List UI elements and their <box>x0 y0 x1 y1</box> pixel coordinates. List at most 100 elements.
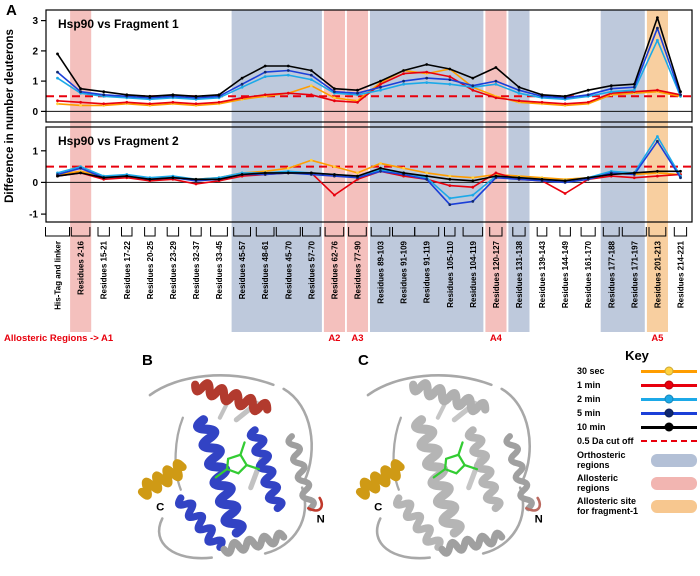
top-helix <box>191 379 272 416</box>
gold-helix <box>137 459 187 500</box>
data-point <box>333 90 336 94</box>
key-item-label: Orthosteric regions <box>577 450 626 471</box>
data-point <box>194 102 198 106</box>
panel-a-label: A <box>6 2 17 19</box>
n-terminus-label: N <box>317 514 325 526</box>
chart-frame <box>45 126 693 223</box>
data-point <box>263 64 267 68</box>
key-panel: Key 30 sec 1 min 2 min 5 min 10 min <box>577 348 697 519</box>
data-point <box>379 166 382 170</box>
data-point <box>56 70 59 74</box>
cutoff-dashed-line-marker <box>641 436 697 447</box>
data-point <box>56 174 59 178</box>
data-point <box>448 196 452 200</box>
peptide-label: Residues 177-188 <box>607 240 616 308</box>
data-point <box>471 185 475 189</box>
data-point <box>309 78 313 81</box>
peptide-bracket <box>673 227 688 237</box>
data-point <box>494 66 498 69</box>
peptide-bracket <box>580 227 596 237</box>
data-point <box>379 169 382 173</box>
data-point <box>102 93 106 97</box>
c-terminus-label: C <box>374 501 382 513</box>
protein-structure-colored: CN <box>137 374 325 560</box>
data-point <box>263 171 267 175</box>
peptide-label: Residues 105-110 <box>446 240 455 307</box>
peptide-label: Residues 131-138 <box>515 240 524 308</box>
peptide-bracket <box>210 227 228 237</box>
series-10-min <box>57 167 681 182</box>
key-item-1min: 1 min <box>577 380 697 391</box>
data-point <box>240 76 244 80</box>
data-point <box>402 72 405 75</box>
data-point <box>79 87 82 91</box>
peptide-bracket <box>462 227 484 237</box>
legend-dot <box>664 422 674 432</box>
y-axis-label: Difference in number deuterons <box>4 29 16 203</box>
peptide-bracket <box>70 227 91 237</box>
data-point <box>171 100 175 104</box>
ligand-stick <box>245 463 261 471</box>
data-point <box>286 91 290 95</box>
peptide-label: Residues 2-16 <box>77 240 86 294</box>
peptide-label: Residues 91-109 <box>400 240 409 303</box>
data-point <box>240 82 244 86</box>
data-point <box>333 165 336 169</box>
data-point <box>632 176 636 180</box>
peptide-label: Residues 33-45 <box>215 240 224 299</box>
data-point <box>379 162 382 165</box>
orthosteric-region-swatch <box>651 453 697 467</box>
peptide-label: Residues 15-21 <box>100 240 109 299</box>
key-item-fragment1-site: Allosteric site for fragment-1 <box>577 496 697 516</box>
data-point <box>494 82 498 86</box>
legend-dot <box>664 408 674 418</box>
allosteric-label-A4: A4 <box>490 333 503 344</box>
data-point <box>563 102 567 106</box>
data-point <box>263 93 267 97</box>
data-point <box>309 84 313 88</box>
data-point <box>563 94 567 98</box>
data-point <box>448 174 452 178</box>
chart-1: 0 1 2 3 Hsp90 vs Fragment 1 <box>32 9 693 123</box>
data-point <box>494 171 498 175</box>
y-tick-label: 1 <box>32 77 38 88</box>
data-point <box>125 174 129 178</box>
time-line-marker <box>641 394 697 405</box>
peptide-bracket <box>621 227 647 237</box>
data-point <box>425 177 429 181</box>
time-line-marker <box>641 408 697 419</box>
key-title: Key <box>625 348 649 363</box>
data-point <box>609 84 613 88</box>
data-point <box>148 102 152 106</box>
peptide-label: Residues 89-103 <box>377 240 386 303</box>
chart-2: -1 0 1 Hsp90 vs Fragment 2 <box>29 126 693 223</box>
y-tick-label: -1 <box>29 210 38 221</box>
peptide-label: Residues 77-90 <box>354 240 363 299</box>
ribbon-loop <box>392 416 402 491</box>
peptide-bracket <box>348 227 367 237</box>
data-point <box>148 177 152 181</box>
data-point <box>517 176 521 180</box>
data-point <box>586 88 590 92</box>
peptide-bracket <box>255 227 275 237</box>
peptide-bracket <box>190 227 202 237</box>
data-point <box>309 73 313 77</box>
data-point <box>656 174 659 178</box>
data-point <box>425 63 429 66</box>
key-item-label: Allosteric regions <box>577 473 619 494</box>
peptide-label: Residues 62-76 <box>330 240 339 299</box>
data-point <box>125 100 129 104</box>
n-terminal-tail <box>307 496 324 512</box>
peptide-bracket <box>144 227 156 237</box>
peptide-bracket <box>559 227 571 237</box>
data-point <box>632 171 636 175</box>
data-point <box>356 174 359 178</box>
peptide-label: Residues 104-119 <box>469 240 478 307</box>
ligand-ring <box>225 453 249 475</box>
panel-b-label: B <box>142 352 153 369</box>
peptide-label: Residues 32-37 <box>192 240 201 299</box>
data-point <box>586 93 590 97</box>
y-tick-label: 0 <box>32 178 38 189</box>
data-point <box>356 91 359 95</box>
